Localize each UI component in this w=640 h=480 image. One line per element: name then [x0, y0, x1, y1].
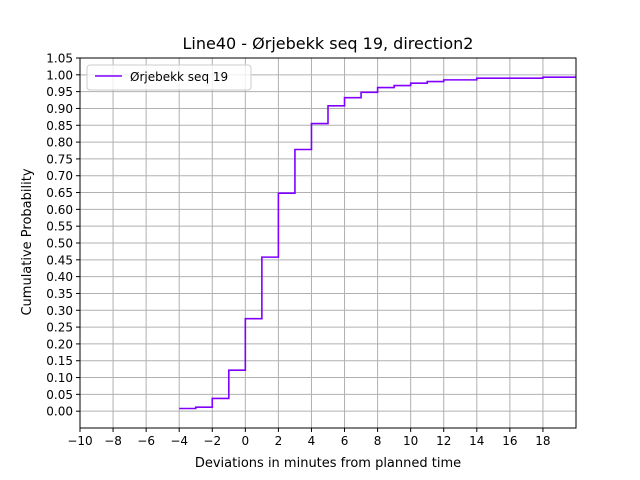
y-tick-label: 0.35 [46, 287, 73, 301]
x-tick-label: −8 [104, 434, 122, 448]
y-tick-label: 0.90 [46, 102, 73, 116]
y-tick-label: 0.95 [46, 85, 73, 99]
y-tick-label: 0.60 [46, 203, 73, 217]
x-tick-label: 8 [374, 434, 382, 448]
legend: Ørjebekk seq 19 [86, 64, 252, 91]
x-axis: −10 −8 −6 −4 −2 0 2 4 6 8 10 12 14 16 18 [67, 428, 551, 448]
x-tick-label: 0 [242, 434, 250, 448]
y-tick-label: 0.20 [46, 337, 73, 351]
y-tick-label: 0.15 [46, 354, 73, 368]
y-tick-label: 0.00 [46, 405, 73, 419]
y-tick-label: 0.45 [46, 253, 73, 267]
series-layer [179, 76, 576, 410]
x-tick-label: 6 [341, 434, 349, 448]
x-tick-label: −4 [170, 434, 188, 448]
y-tick-label: 1.05 [46, 52, 73, 66]
y-tick-label: 0.05 [46, 388, 73, 402]
x-tick-label: 4 [308, 434, 316, 448]
y-tick-label: 0.40 [46, 270, 73, 284]
series-line [179, 76, 576, 410]
grid [79, 57, 576, 428]
y-tick-label: 0.80 [46, 136, 73, 150]
x-tick-label: 16 [502, 434, 517, 448]
y-tick-label: 0.55 [46, 220, 73, 234]
y-axis-label: Cumulative Probability [20, 168, 35, 315]
x-axis-label: Deviations in minutes from planned time [195, 456, 461, 471]
y-tick-label: 0.10 [46, 371, 73, 385]
x-tick-label: 12 [436, 434, 451, 448]
legend-box [86, 64, 252, 91]
y-tick-label: 0.25 [46, 321, 73, 335]
y-tick-label: 0.65 [46, 186, 73, 200]
x-tick-label: −6 [137, 434, 155, 448]
y-tick-label: 0.85 [46, 119, 73, 133]
x-tick-label: 10 [403, 434, 418, 448]
x-tick-label: 18 [535, 434, 550, 448]
y-tick-label: 0.70 [46, 169, 73, 183]
y-tick-label: 1.00 [46, 68, 73, 82]
x-tick-label: −10 [67, 434, 92, 448]
y-tick-label: 0.75 [46, 152, 73, 166]
y-tick-label: 0.50 [46, 237, 73, 251]
x-tick-label: −2 [203, 434, 221, 448]
x-tick-label: 2 [275, 434, 283, 448]
y-axis: 0.00 0.05 0.10 0.15 0.20 0.25 0.30 0.35 0.40 0.45… [46, 52, 80, 419]
x-tick-label: 14 [469, 434, 484, 448]
chart-title: Line40 - Ørjebekk seq 19, direction2 [183, 34, 474, 53]
legend-label: Ørjebekk seq 19 [130, 70, 228, 84]
y-tick-label: 0.30 [46, 304, 73, 318]
